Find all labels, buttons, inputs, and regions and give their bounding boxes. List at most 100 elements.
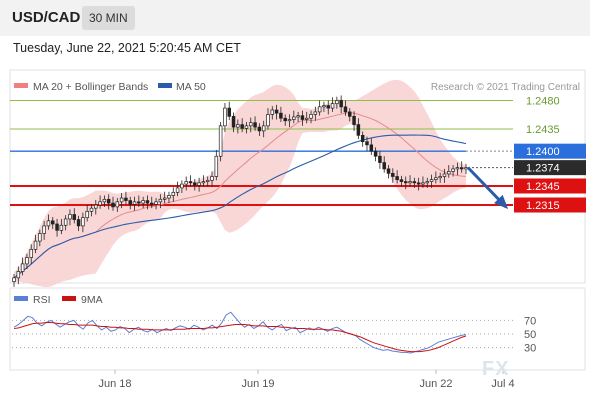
candle-body [288,120,291,121]
candle-body [305,118,308,119]
ma9-legend-swatch [62,296,76,301]
candle-body [310,114,313,118]
candle-body [116,202,119,207]
candle-body [348,112,351,116]
candle-body [64,219,67,225]
candle-body [409,182,412,183]
candle-body [30,249,33,257]
candle-body [202,182,205,183]
candle-body [90,208,93,211]
candle-body [387,169,390,173]
rsi-tick-label: 30 [524,343,536,355]
candle-body [86,211,89,217]
ma20-legend-label: MA 20 + Bollinger Bands [33,81,148,93]
candle-body [279,113,282,118]
candle-body [189,182,192,183]
candle-body [206,180,209,181]
candle-body [434,178,437,180]
candle-body [185,182,188,185]
last-level-label: 1.2374 [526,163,560,175]
candle-body [314,112,317,115]
resistance-level-label: 1.2480 [526,96,560,108]
candle-body [56,224,59,230]
candle-body [327,106,330,109]
resistance-level-label: 1.2435 [526,124,560,136]
candle-body [17,272,20,278]
candle-body [357,125,360,136]
candle-body [107,199,110,203]
candle-body [439,177,442,178]
candle-body [460,168,463,169]
candle-body [43,226,46,234]
ma50-legend-swatch [158,83,172,88]
candle-body [370,145,373,151]
candle-body [155,202,158,205]
candle-body [430,180,433,182]
candle-body [224,108,227,126]
copyright-text: Research © 2021 Trading Central [431,82,580,93]
x-tick-label: Jun 22 [419,378,452,390]
candle-body [69,215,72,219]
candle-body [94,205,97,208]
candle-body [13,278,16,282]
support-level-label: 1.2315 [526,200,560,212]
candle-body [137,202,140,203]
candle-body [77,220,80,226]
candle-body [228,108,231,116]
rsi-tick-label: 50 [524,329,536,341]
candle-body [142,201,145,204]
candle-body [396,177,399,180]
rsi-line [14,312,466,353]
candle-body [236,125,239,128]
bollinger-band [14,80,466,287]
candle-body [103,199,106,202]
rsi-tick-label: 70 [524,315,536,327]
candle-body [366,142,369,145]
candle-body [374,151,377,156]
candle-body [232,116,235,127]
candle-body [198,183,201,186]
candle-body [318,107,321,112]
candle-body [417,183,420,184]
candle-body [426,182,429,183]
candle-body [422,183,425,184]
candle-body [168,196,171,199]
candle-body [219,126,222,156]
candle-body [193,183,196,186]
support-level-label: 1.2345 [526,181,560,193]
candle-body [133,202,136,205]
candle-body [26,258,29,264]
candle-body [120,198,123,202]
candle-body [34,241,37,249]
candle-body [125,198,128,201]
candle-body [271,110,274,114]
candle-body [73,215,76,220]
candle-body [391,173,394,176]
x-tick-label: Jun 19 [241,378,274,390]
candle-body [180,184,183,188]
candle-body [21,264,24,272]
candle-body [211,177,214,181]
candle-body [353,116,356,124]
candle-body [60,225,63,230]
candle-body [215,156,218,176]
candle-body [447,171,450,174]
candle-body [176,188,179,192]
candle-body [38,234,41,242]
candle-body [456,168,459,169]
candle-body [150,203,153,204]
rsi-legend-label: RSI [33,294,51,306]
candle-body [400,180,403,182]
candle-body [81,218,84,226]
candle-body [452,169,455,172]
candle-body [99,202,102,205]
candle-body [172,192,175,195]
candle-body [443,174,446,177]
candle-body [146,201,149,204]
candle-body [383,163,386,169]
candle-body [344,107,347,112]
candle-body [51,221,54,224]
candle-body [258,127,261,131]
candle-body [361,135,364,141]
